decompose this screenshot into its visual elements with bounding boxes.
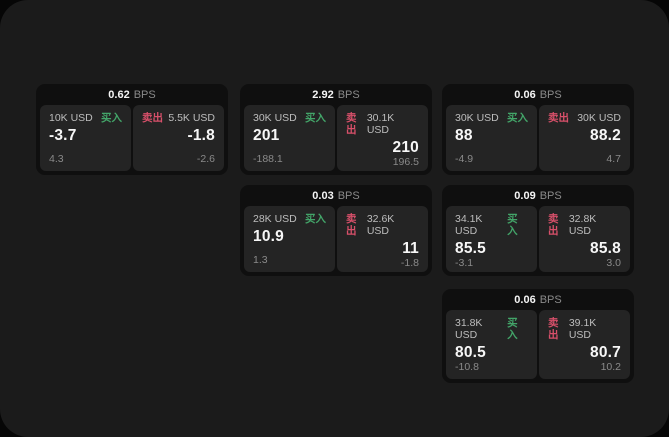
buy-size: 31.8K USD <box>455 317 483 341</box>
spread-header: 0.06 BPS <box>446 289 630 310</box>
sell-size: 32.6K USD <box>366 213 395 237</box>
spread-unit: BPS <box>539 88 562 101</box>
buy-panel[interactable]: 10K USD 买入 -3.7 4.3 <box>40 105 131 171</box>
sell-size: 5.5K USD <box>168 112 215 124</box>
sell-delta: 196.5 <box>392 156 419 168</box>
buy-delta: -4.9 <box>455 153 474 165</box>
buy-label: 买入 <box>101 112 122 124</box>
buy-price: 201 <box>253 127 280 144</box>
buy-label: 买入 <box>305 112 326 124</box>
buy-delta: -10.8 <box>455 361 479 373</box>
buy-panel[interactable]: 31.8K USD 买入 80.5 -10.8 <box>446 310 537 379</box>
buy-panel[interactable]: 30K USD 买入 88 -4.9 <box>446 105 537 171</box>
buy-label: 买入 <box>507 317 518 341</box>
sell-panel[interactable]: 卖出 5.5K USD -1.8 -2.6 <box>133 105 224 171</box>
sell-size: 39.1K USD <box>568 317 597 341</box>
sell-size: 30K USD <box>577 112 621 124</box>
buy-price: -3.7 <box>49 127 77 144</box>
buy-delta: 4.3 <box>49 153 64 165</box>
sell-panel[interactable]: 卖出 32.8K USD 85.8 3.0 <box>539 206 630 272</box>
buy-size: 34.1K USD <box>455 213 483 237</box>
sell-label: 卖出 <box>548 112 569 124</box>
buy-price: 10.9 <box>253 228 284 245</box>
spread-value: 2.92 <box>312 88 334 101</box>
sell-panel[interactable]: 卖出 30K USD 88.2 4.7 <box>539 105 630 171</box>
buy-size: 10K USD <box>49 112 93 124</box>
spread-header: 0.06 BPS <box>446 84 630 105</box>
spread-header: 0.03 BPS <box>244 185 428 206</box>
sell-delta: 4.7 <box>606 153 621 165</box>
sell-panel[interactable]: 卖出 32.6K USD 11 -1.8 <box>337 206 428 272</box>
buy-panel[interactable]: 34.1K USD 买入 85.5 -3.1 <box>446 206 537 272</box>
sell-label: 卖出 <box>346 213 357 237</box>
buy-panel[interactable]: 30K USD 买入 201 -188.1 <box>244 105 335 171</box>
spread-unit: BPS <box>539 189 562 202</box>
buy-label: 买入 <box>507 213 518 237</box>
sell-delta: 10.2 <box>600 361 621 373</box>
spread-value: 0.06 <box>514 88 536 101</box>
quote-card-1: 0.62 BPS 10K USD 买入 -3.7 4.3 卖出 5.5K USD… <box>36 84 228 175</box>
buy-panel[interactable]: 28K USD 买入 10.9 1.3 <box>244 206 335 272</box>
spread-header: 0.62 BPS <box>40 84 224 105</box>
sell-label: 卖出 <box>346 112 357 136</box>
spread-header: 2.92 BPS <box>244 84 428 105</box>
sell-size: 32.8K USD <box>568 213 597 237</box>
sell-price: 85.8 <box>590 240 621 257</box>
buy-size: 28K USD <box>253 213 297 225</box>
spread-value: 0.03 <box>312 189 334 202</box>
quote-card-6: 0.06 BPS 31.8K USD 买入 80.5 -10.8 卖出 39.1… <box>442 289 634 383</box>
buy-size: 30K USD <box>455 112 499 124</box>
buy-price: 88 <box>455 127 473 144</box>
spread-value: 0.09 <box>514 189 536 202</box>
buy-delta: -188.1 <box>253 153 283 165</box>
sell-delta: 3.0 <box>606 257 621 269</box>
quote-card-5: 0.09 BPS 34.1K USD 买入 85.5 -3.1 卖出 32.8K… <box>442 185 634 276</box>
sell-label: 卖出 <box>548 213 559 237</box>
sell-panel[interactable]: 卖出 39.1K USD 80.7 10.2 <box>539 310 630 379</box>
sell-price: 210 <box>392 139 419 156</box>
sell-label: 卖出 <box>548 317 559 341</box>
sell-label: 卖出 <box>142 112 163 124</box>
quote-card-3: 0.06 BPS 30K USD 买入 88 -4.9 卖出 30K USD 8… <box>442 84 634 175</box>
sell-price: 11 <box>402 240 419 257</box>
sell-size: 30.1K USD <box>366 112 395 136</box>
sell-delta: -2.6 <box>196 153 215 165</box>
buy-size: 30K USD <box>253 112 297 124</box>
buy-label: 买入 <box>507 112 528 124</box>
sell-price: -1.8 <box>187 127 215 144</box>
buy-delta: 1.3 <box>253 254 268 266</box>
buy-label: 买入 <box>305 213 326 225</box>
spread-unit: BPS <box>539 293 562 306</box>
sell-delta: -1.8 <box>400 257 419 269</box>
buy-delta: -3.1 <box>455 257 474 269</box>
quote-card-4: 0.03 BPS 28K USD 买入 10.9 1.3 卖出 32.6K US… <box>240 185 432 276</box>
quote-card-2: 2.92 BPS 30K USD 买入 201 -188.1 卖出 30.1K … <box>240 84 432 175</box>
spread-value: 0.06 <box>514 293 536 306</box>
spread-header: 0.09 BPS <box>446 185 630 206</box>
spread-unit: BPS <box>337 88 360 101</box>
buy-price: 80.5 <box>455 344 486 361</box>
spread-value: 0.62 <box>108 88 130 101</box>
buy-price: 85.5 <box>455 240 486 257</box>
spread-unit: BPS <box>133 88 156 101</box>
sell-price: 80.7 <box>590 344 621 361</box>
spread-unit: BPS <box>337 189 360 202</box>
sell-panel[interactable]: 卖出 30.1K USD 210 196.5 <box>337 105 428 171</box>
sell-price: 88.2 <box>590 127 621 144</box>
